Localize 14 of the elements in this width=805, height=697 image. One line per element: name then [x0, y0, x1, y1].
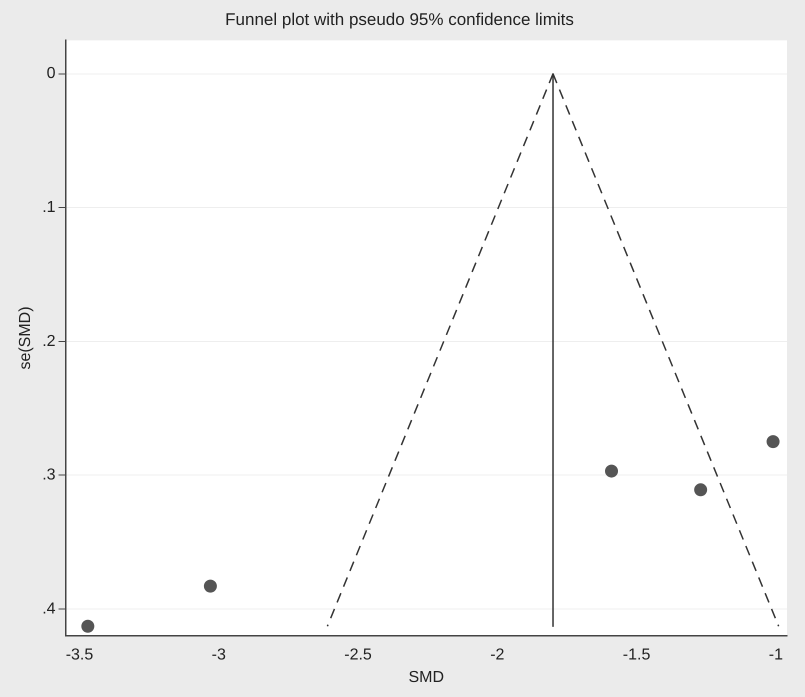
x-tick-label: -3.5	[66, 646, 94, 664]
y-axis-title: se(SMD)	[17, 306, 34, 370]
chart-title: Funnel plot with pseudo 95% confidence limits	[225, 10, 574, 29]
x-tick-label: -2.5	[344, 646, 372, 664]
y-tick-label: .4	[42, 600, 56, 618]
y-tick-label: .2	[42, 332, 56, 350]
y-tick-label: 0	[46, 65, 56, 82]
x-tick-label: -1.5	[622, 646, 650, 664]
y-tick-label: .3	[42, 466, 56, 484]
x-tick-label: -2	[490, 646, 505, 664]
x-axis-title: SMD	[408, 668, 444, 686]
y-tick-label: .1	[42, 198, 56, 216]
x-tick-label: -3	[212, 646, 226, 664]
x-tick-label: -1	[768, 646, 784, 664]
